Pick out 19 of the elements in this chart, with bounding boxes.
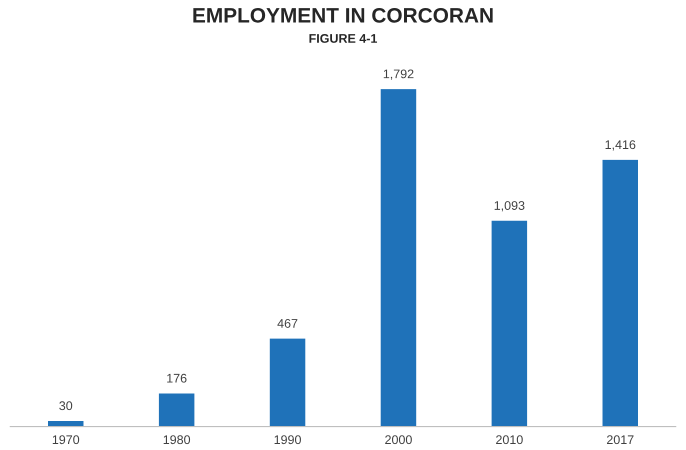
data-label: 30: [59, 401, 72, 410]
data-label: 1,093: [494, 201, 524, 212]
data-label: 1,416: [606, 140, 636, 151]
chart-subtitle: FIGURE 4-1: [309, 34, 378, 43]
x-tick-label: 2017: [606, 435, 634, 444]
data-label: 467: [277, 318, 298, 328]
x-tick-label: 2010: [496, 435, 523, 444]
chart-title: EMPLOYMENT IN CORCORAN: [193, 8, 493, 23]
data-label: 1,792: [384, 69, 414, 80]
x-tick-label: 1980: [164, 435, 190, 444]
x-tick-label: 2000: [385, 435, 412, 444]
bar: [380, 89, 416, 427]
bar: [492, 220, 528, 427]
x-tick-label: 1990: [274, 435, 301, 444]
x-tick-label: 1970: [52, 435, 80, 444]
data-label: 176: [167, 374, 187, 383]
bar: [158, 393, 194, 427]
bar: [602, 160, 638, 427]
bar: [270, 338, 306, 427]
